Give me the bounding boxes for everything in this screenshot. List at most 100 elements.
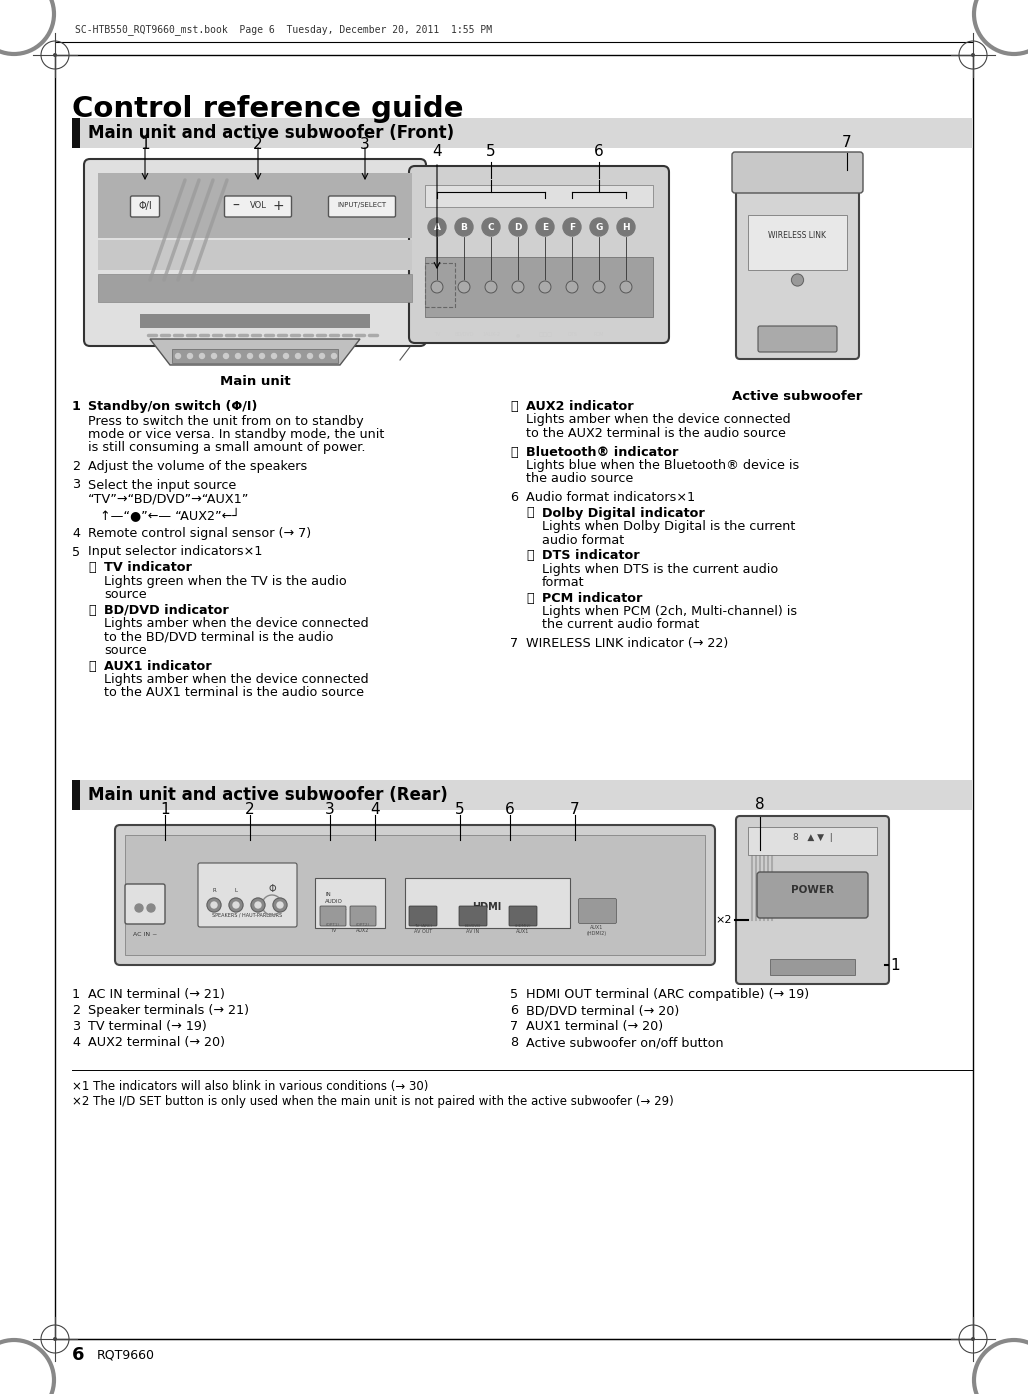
Text: 1: 1 — [72, 988, 80, 1001]
Text: (OPT1): (OPT1) — [326, 923, 340, 927]
Text: INPUT/SELECT: INPUT/SELECT — [337, 202, 387, 209]
Text: Φ: Φ — [268, 884, 276, 894]
Circle shape — [590, 217, 608, 236]
Text: □□□: □□□ — [538, 332, 552, 337]
Circle shape — [536, 217, 554, 236]
Text: Ⓖ: Ⓖ — [526, 549, 534, 562]
FancyBboxPatch shape — [736, 815, 889, 984]
Text: H: H — [622, 223, 630, 231]
Text: VOL: VOL — [250, 201, 266, 210]
Text: source: source — [104, 588, 147, 601]
Text: TV terminal (→ 19): TV terminal (→ 19) — [88, 1020, 207, 1033]
Circle shape — [207, 898, 221, 912]
Text: TV indicator: TV indicator — [104, 560, 192, 574]
Text: Ⓒ: Ⓒ — [88, 659, 96, 672]
Bar — [748, 215, 847, 270]
FancyBboxPatch shape — [579, 899, 617, 923]
Text: PCM: PCM — [594, 332, 604, 337]
Text: to the BD/DVD terminal is the audio: to the BD/DVD terminal is the audio — [104, 630, 333, 644]
Text: Input selector indicators×1: Input selector indicators×1 — [88, 545, 262, 559]
FancyBboxPatch shape — [758, 326, 837, 353]
Circle shape — [971, 53, 975, 57]
FancyBboxPatch shape — [131, 197, 159, 217]
Text: 3: 3 — [325, 802, 335, 817]
Circle shape — [485, 282, 497, 293]
Text: the current audio format: the current audio format — [542, 619, 699, 631]
Text: 1: 1 — [140, 137, 150, 152]
Text: AUDIO: AUDIO — [325, 899, 343, 903]
Text: Select the input source: Select the input source — [88, 478, 236, 492]
Text: AUX1 indicator: AUX1 indicator — [104, 659, 212, 672]
Circle shape — [235, 354, 241, 358]
Text: 8   ▲ ▼  |: 8 ▲ ▼ | — [793, 834, 833, 842]
Text: Ⓔ: Ⓔ — [510, 446, 518, 459]
Text: Bluetooth® indicator: Bluetooth® indicator — [526, 446, 678, 459]
Text: 2: 2 — [253, 137, 263, 152]
Circle shape — [251, 898, 265, 912]
Text: 4: 4 — [72, 527, 80, 539]
Text: Ⓗ: Ⓗ — [526, 591, 534, 605]
Text: HDMI OUT terminal (ARC compatible) (→ 19): HDMI OUT terminal (ARC compatible) (→ 19… — [526, 988, 809, 1001]
Text: DTS indicator: DTS indicator — [542, 549, 639, 562]
Text: WIRELESS LINK: WIRELESS LINK — [769, 230, 827, 240]
Text: AUX2: AUX2 — [357, 928, 370, 933]
Text: IN: IN — [325, 892, 331, 896]
Bar — [72, 118, 972, 148]
FancyBboxPatch shape — [224, 197, 292, 217]
Text: (OPT2): (OPT2) — [356, 923, 370, 927]
Circle shape — [199, 354, 205, 358]
Text: Audio format indicators×1: Audio format indicators×1 — [526, 491, 695, 505]
Text: 6: 6 — [72, 1347, 84, 1363]
Text: Ⓕ: Ⓕ — [526, 506, 534, 520]
Text: AUX1 terminal (→ 20): AUX1 terminal (→ 20) — [526, 1020, 663, 1033]
Text: AC IN ~: AC IN ~ — [133, 933, 157, 938]
Bar — [315, 878, 386, 928]
Text: Main unit and active subwoofer (Rear): Main unit and active subwoofer (Rear) — [88, 786, 448, 804]
Text: B: B — [461, 223, 468, 231]
Circle shape — [792, 275, 804, 286]
Circle shape — [512, 282, 524, 293]
Text: Lights when Dolby Digital is the current: Lights when Dolby Digital is the current — [542, 520, 796, 533]
Text: Control reference guide: Control reference guide — [72, 95, 464, 123]
Text: (HDMI2): (HDMI2) — [515, 924, 531, 928]
Text: Ⓐ: Ⓐ — [88, 560, 96, 574]
Text: Lights amber when the device connected: Lights amber when the device connected — [104, 673, 369, 686]
Text: “TV”→“BD/DVD”→“AUX1”: “TV”→“BD/DVD”→“AUX1” — [88, 492, 250, 505]
Circle shape — [428, 217, 446, 236]
Text: 8: 8 — [756, 797, 765, 811]
FancyBboxPatch shape — [757, 873, 868, 919]
Text: AC IN terminal (→ 21): AC IN terminal (→ 21) — [88, 988, 225, 1001]
Text: BD/DVD: BD/DVD — [454, 332, 474, 337]
Text: AUX1
(HDMI2): AUX1 (HDMI2) — [587, 926, 608, 935]
Bar — [425, 185, 653, 206]
Text: Active subwoofer on/off button: Active subwoofer on/off button — [526, 1036, 724, 1050]
Text: Speaker terminals (→ 21): Speaker terminals (→ 21) — [88, 1004, 249, 1018]
Text: 5: 5 — [72, 545, 80, 559]
Circle shape — [255, 902, 261, 907]
Bar — [425, 256, 653, 316]
Circle shape — [135, 903, 143, 912]
Text: Active subwoofer: Active subwoofer — [732, 390, 862, 403]
Text: TV: TV — [330, 928, 336, 933]
Text: ×1 The indicators will also blink in various conditions (→ 30): ×1 The indicators will also blink in var… — [72, 1080, 429, 1093]
Circle shape — [259, 354, 264, 358]
Bar — [98, 173, 412, 238]
Text: mode or vice versa. In standby mode, the unit: mode or vice versa. In standby mode, the… — [88, 428, 384, 441]
Text: D: D — [514, 223, 522, 231]
Text: to the AUX2 terminal is the audio source: to the AUX2 terminal is the audio source — [526, 427, 785, 441]
Bar — [72, 118, 80, 148]
Text: TV: TV — [434, 332, 440, 337]
Circle shape — [563, 217, 581, 236]
FancyBboxPatch shape — [198, 863, 297, 927]
Circle shape — [284, 354, 289, 358]
Text: Lights when DTS is the current audio: Lights when DTS is the current audio — [542, 563, 778, 576]
Bar — [405, 878, 570, 928]
Text: 2: 2 — [246, 802, 255, 817]
Text: AV IN: AV IN — [467, 928, 480, 934]
Text: Lights green when the TV is the audio: Lights green when the TV is the audio — [104, 574, 346, 587]
Text: Ⓣ: Ⓣ — [510, 400, 518, 413]
Text: 4: 4 — [370, 802, 379, 817]
Text: C: C — [487, 223, 494, 231]
Circle shape — [273, 898, 287, 912]
Circle shape — [53, 53, 57, 57]
